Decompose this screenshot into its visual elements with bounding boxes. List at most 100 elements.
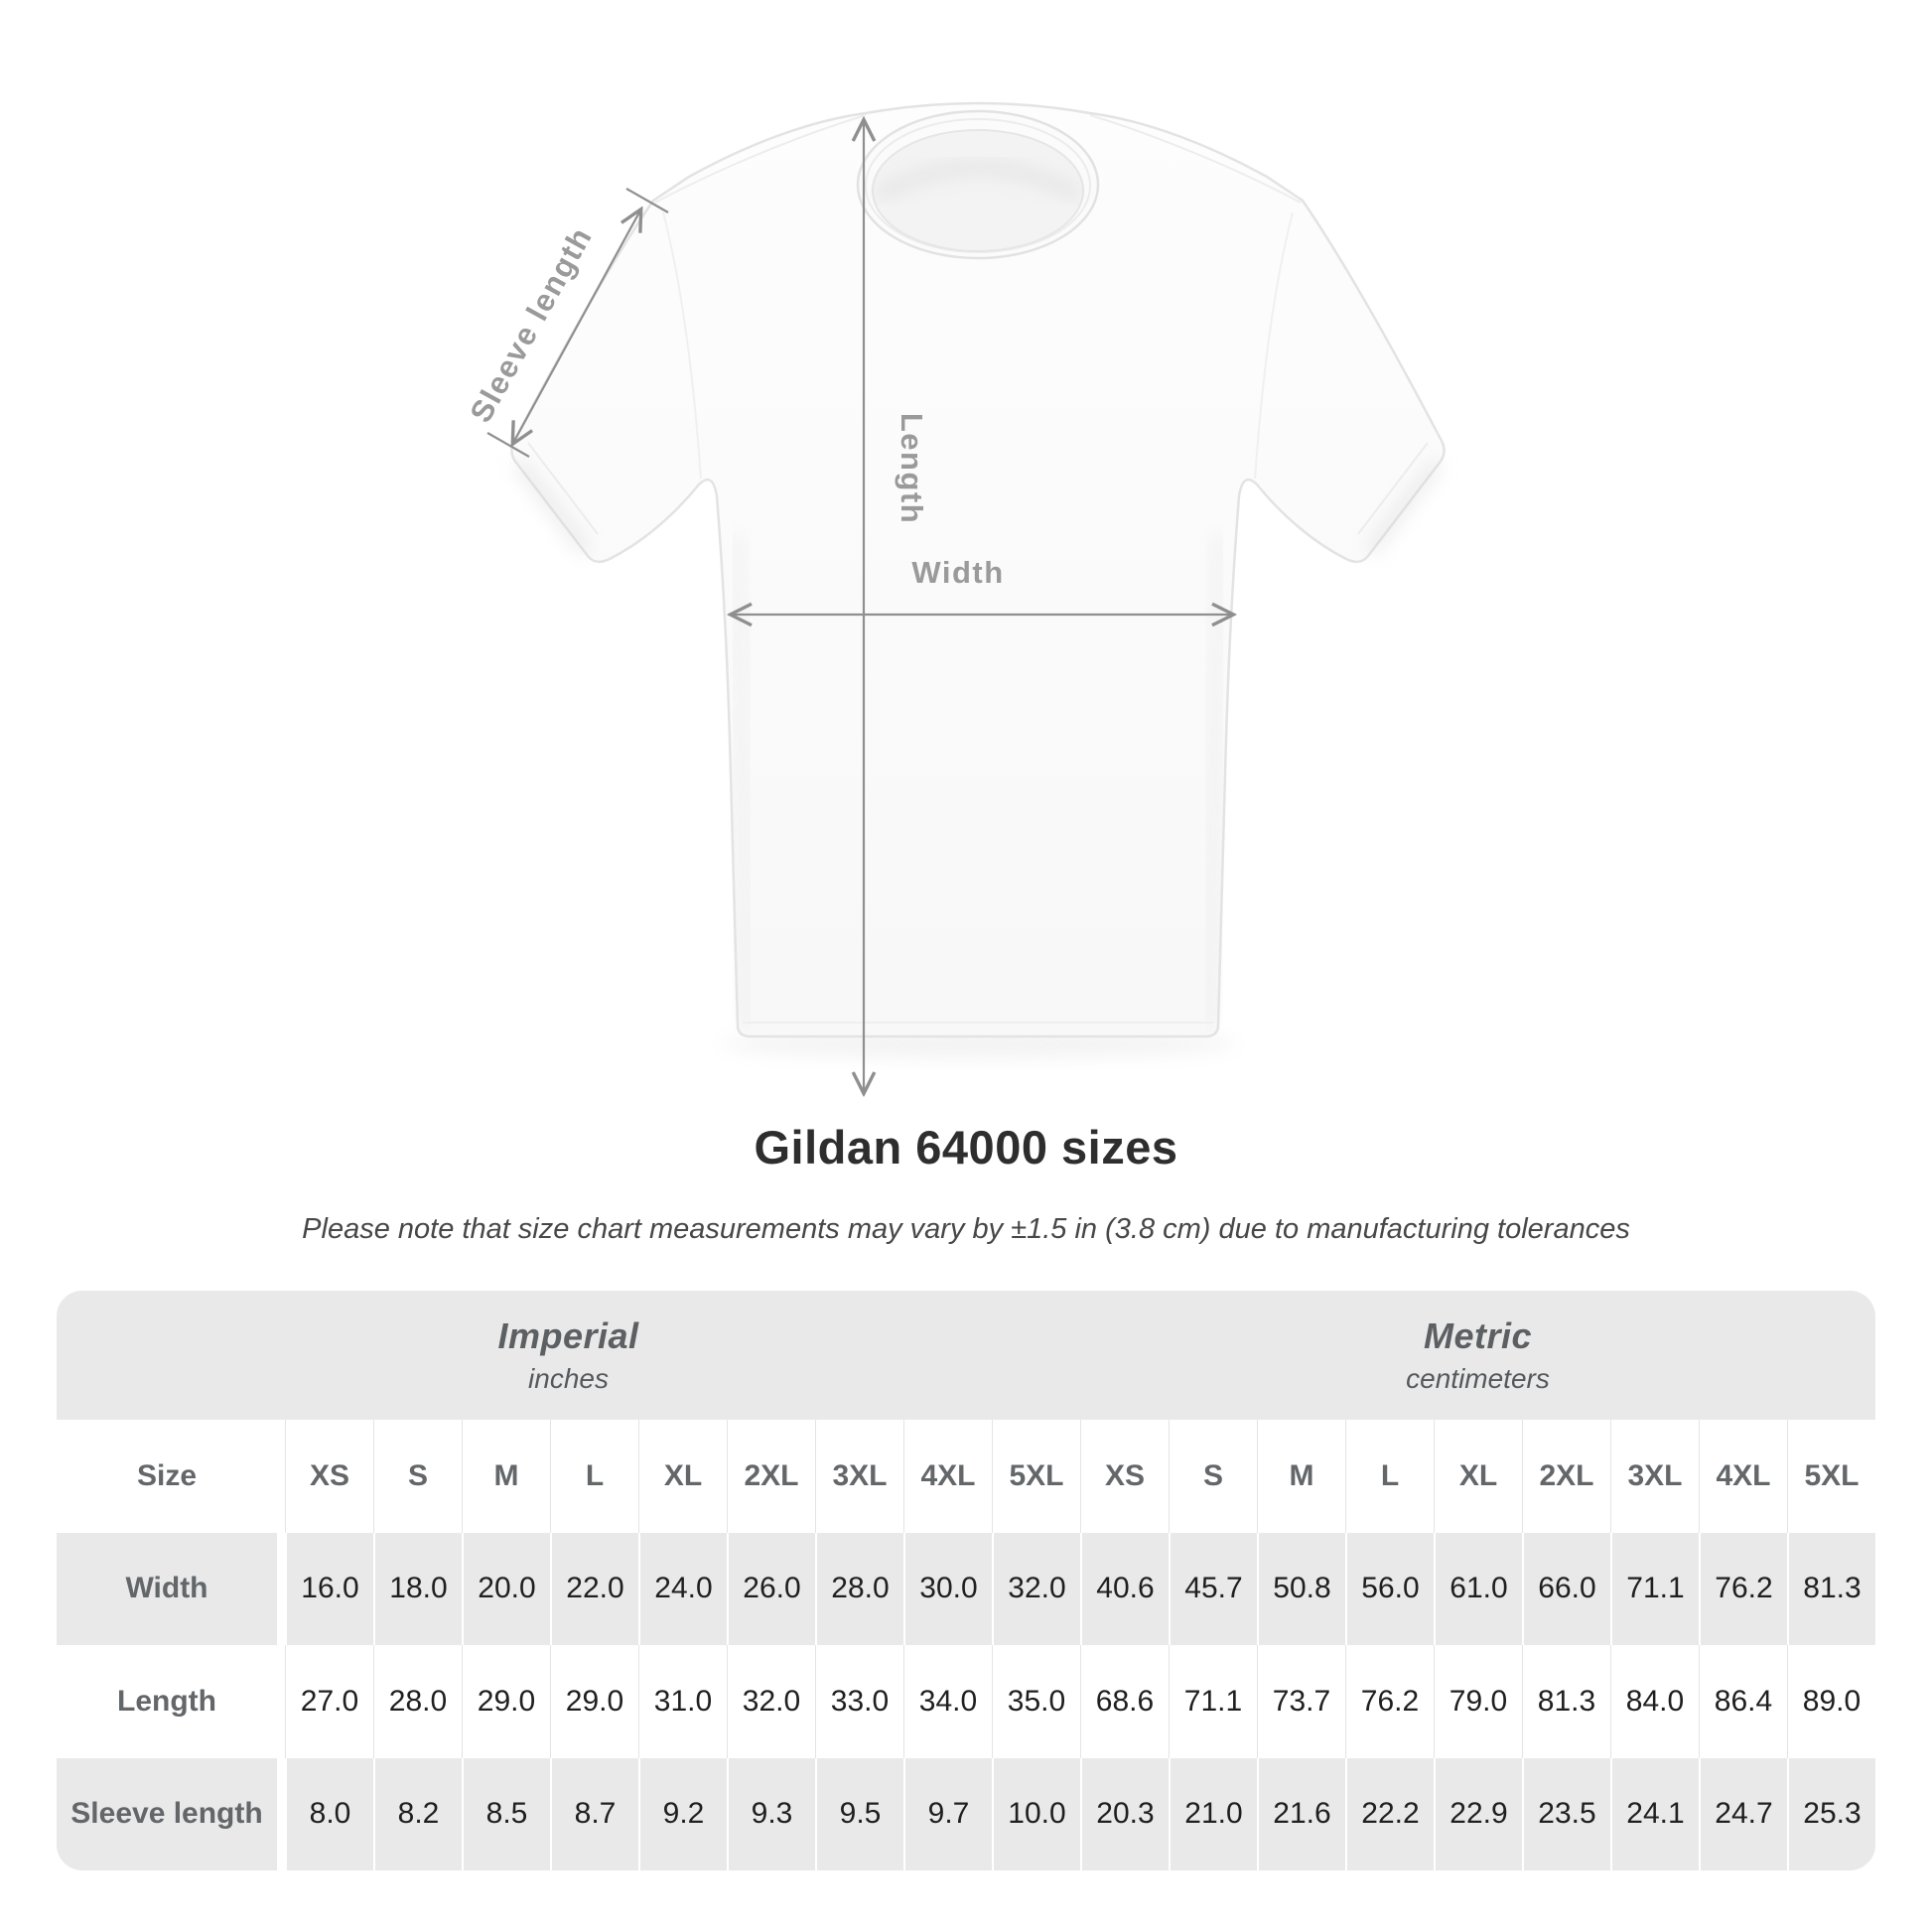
- table-cell: 24.0: [638, 1532, 727, 1645]
- table-cell: 25.3: [1787, 1757, 1875, 1870]
- imperial-title: Imperial: [497, 1315, 639, 1356]
- table-cell: M: [462, 1420, 550, 1533]
- table-cell: 5XL: [1787, 1420, 1875, 1533]
- column-gap: [277, 1420, 285, 1533]
- table-cell: 32.0: [992, 1532, 1080, 1645]
- table-cell: 28.0: [373, 1645, 462, 1758]
- left-armhole-seam: [662, 211, 702, 480]
- table-cell: 9.2: [638, 1757, 727, 1870]
- row-label-width: Width: [57, 1532, 277, 1645]
- table-cell: 23.5: [1522, 1757, 1610, 1870]
- table-cell: 71.1: [1169, 1645, 1257, 1758]
- right-armhole-seam: [1254, 211, 1294, 480]
- table-cell: 4XL: [903, 1420, 992, 1533]
- table-cell: 30.0: [903, 1532, 992, 1645]
- tshirt-graphic: Length Width Sleeve length: [463, 101, 1446, 1211]
- table-cell: 33.0: [815, 1645, 903, 1758]
- table-cell: 24.7: [1699, 1757, 1787, 1870]
- left-sleeve-shading: [513, 459, 591, 556]
- right-cuff-seam: [1357, 442, 1429, 535]
- metric-title: Metric: [1423, 1315, 1533, 1356]
- table-cell: 18.0: [373, 1532, 462, 1645]
- table-cell: 27.0: [285, 1645, 373, 1758]
- table-cell: 3XL: [1610, 1420, 1699, 1533]
- tshirt-diagram: Length Width Sleeve length: [463, 101, 1446, 1211]
- table-cell: 20.3: [1080, 1757, 1169, 1870]
- table-cell: 3XL: [815, 1420, 903, 1533]
- table-cell: 5XL: [992, 1420, 1080, 1533]
- metric-header: Metric centimeters: [1080, 1291, 1875, 1420]
- table-cell: 81.3: [1787, 1532, 1875, 1645]
- page-title: Gildan 64000 sizes: [754, 1121, 1178, 1173]
- table-cell: S: [1169, 1420, 1257, 1533]
- size-column-label: Size: [136, 1458, 198, 1492]
- table-cell: 71.1: [1610, 1532, 1699, 1645]
- table-cell: XS: [285, 1420, 373, 1533]
- table-cell: 79.0: [1434, 1645, 1522, 1758]
- table-cell: 81.3: [1522, 1645, 1610, 1758]
- left-cuff-seam: [527, 442, 599, 535]
- table-cell: 9.3: [727, 1757, 815, 1870]
- table-cell: 84.0: [1610, 1645, 1699, 1758]
- imperial-header: Imperial inches: [57, 1291, 1080, 1420]
- size-table: Imperial inches Metric centimeters Size …: [57, 1291, 1875, 1870]
- table-cell: 10.0: [992, 1757, 1080, 1870]
- width-annotation: Width: [732, 555, 1232, 615]
- unit-header-row: Imperial inches Metric centimeters: [57, 1291, 1875, 1420]
- table-cell: 73.7: [1257, 1645, 1345, 1758]
- collar-opening: [872, 129, 1084, 252]
- table-cell: 21.0: [1169, 1757, 1257, 1870]
- table-cell: 2XL: [1522, 1420, 1610, 1533]
- right-sleeve-shading: [1365, 459, 1443, 556]
- metric-unit: centimeters: [1406, 1363, 1550, 1394]
- table-cell: 22.2: [1345, 1757, 1434, 1870]
- table-cell: 8.7: [550, 1757, 638, 1870]
- table-cell: 8.2: [373, 1757, 462, 1870]
- table-cell: 32.0: [727, 1645, 815, 1758]
- table-cell: 66.0: [1522, 1532, 1610, 1645]
- table-cell: 9.5: [815, 1757, 903, 1870]
- table-cell: L: [1345, 1420, 1434, 1533]
- table-cell: 26.0: [727, 1532, 815, 1645]
- table-cell: 29.0: [462, 1645, 550, 1758]
- table-cell: 56.0: [1345, 1532, 1434, 1645]
- table-cell: 76.2: [1345, 1645, 1434, 1758]
- page-subtitle: Please note that size chart measurements…: [302, 1213, 1630, 1245]
- table-cell: 86.4: [1699, 1645, 1787, 1758]
- table-cell: L: [550, 1420, 638, 1533]
- table-cell: 50.8: [1257, 1532, 1345, 1645]
- table-cell: 45.7: [1169, 1532, 1257, 1645]
- table-cell: 34.0: [903, 1645, 992, 1758]
- table-cell: 4XL: [1699, 1420, 1787, 1533]
- table-cell: 35.0: [992, 1645, 1080, 1758]
- table-cell: 21.6: [1257, 1757, 1345, 1870]
- table-cell: 89.0: [1787, 1645, 1875, 1758]
- table-cell: XL: [1434, 1420, 1522, 1533]
- length-dimension-label: Length: [895, 413, 929, 524]
- table-cell: S: [373, 1420, 462, 1533]
- table-cell: M: [1257, 1420, 1345, 1533]
- table-cell: 29.0: [550, 1645, 638, 1758]
- right-shoulder-seam: [1089, 114, 1302, 204]
- table-cell: 68.6: [1080, 1645, 1169, 1758]
- row-label-sleeve-length: Sleeve length: [57, 1757, 277, 1870]
- table-row-length: Length 27.0 28.0 29.0 29.0 31.0 32.0 33.0 34.0 3…: [57, 1645, 1875, 1758]
- width-dimension-label: Width: [911, 555, 1004, 590]
- table-cell: 40.6: [1080, 1532, 1169, 1645]
- table-cell: XL: [638, 1420, 727, 1533]
- table-cell: 9.7: [903, 1757, 992, 1870]
- size-header-row: Size XS S M L XL 2XL 3XL 4XL 5XL XS S M L XL 2XL 3XL 4XL…: [57, 1420, 1875, 1533]
- table-cell: 24.1: [1610, 1757, 1699, 1870]
- table-row-sleeve-length: Sleeve length 8.0 8.2 8.5 8.7 9.2 9.3 9.5 9.7 10…: [57, 1757, 1875, 1870]
- table-cell: 28.0: [815, 1532, 903, 1645]
- table-cell: 76.2: [1699, 1532, 1787, 1645]
- table-cell: 16.0: [285, 1532, 373, 1645]
- table-cell: 2XL: [727, 1420, 815, 1533]
- table-cell: 8.5: [462, 1757, 550, 1870]
- table-cell: 22.9: [1434, 1757, 1522, 1870]
- imperial-unit: inches: [528, 1363, 609, 1394]
- table-cell: XS: [1080, 1420, 1169, 1533]
- table-cell: 22.0: [550, 1532, 638, 1645]
- table-row-width: Width 16.0 18.0 20.0 22.0 24.0 26.0 28.0 30.0 32…: [57, 1532, 1875, 1645]
